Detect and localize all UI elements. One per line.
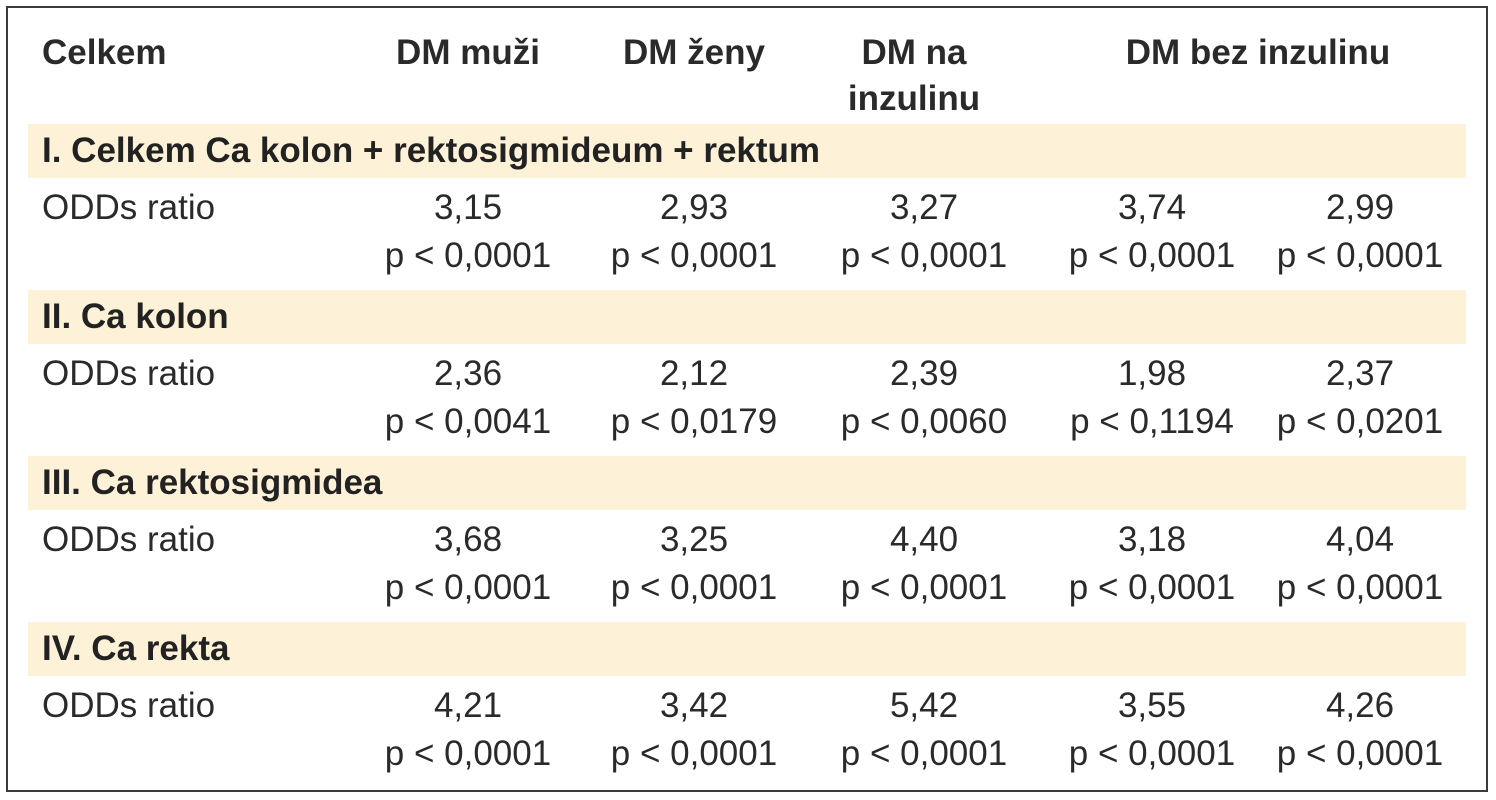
odds-value: 2,39 — [889, 354, 959, 393]
header-dm-muzi: DM muži — [396, 33, 540, 72]
p-value: p < 0,0001 — [840, 568, 1008, 607]
odds-value: 3,15 — [433, 188, 503, 227]
odds-value: 3,68 — [433, 520, 503, 559]
p-value: p < 0,0001 — [840, 236, 1008, 275]
p-value: p < 0,0001 — [840, 734, 1008, 773]
p-value: p < 0,0001 — [610, 734, 778, 773]
p-value: p < 0,0001 — [1276, 236, 1444, 275]
section-title: IV. Ca rekta — [28, 622, 1466, 676]
p-value: p < 0,0001 — [1068, 734, 1236, 773]
row-label: ODDs ratio — [42, 354, 216, 393]
p-value: p < 0,0041 — [384, 402, 552, 441]
row-label: ODDs ratio — [42, 686, 216, 725]
p-value: p < 0,0001 — [1068, 236, 1236, 275]
odds-value: 2,99 — [1325, 188, 1395, 227]
odds-ratio-table: Celkem DM muži DM ženy DM na inzulinu DM… — [6, 6, 1488, 792]
table-header: Celkem DM muži DM ženy DM na inzulinu DM… — [28, 22, 1466, 124]
odds-value: 2,36 — [433, 354, 503, 393]
p-value: p < 0,0001 — [1276, 734, 1444, 773]
odds-value: 3,25 — [659, 520, 729, 559]
p-value: p < 0,0001 — [610, 236, 778, 275]
odds-value: 3,42 — [659, 686, 729, 725]
p-value: p < 0,1194 — [1070, 402, 1234, 441]
section-title: II. Ca kolon — [28, 290, 1466, 344]
odds-value: 3,27 — [889, 188, 959, 227]
odds-value: 3,18 — [1117, 520, 1187, 559]
odds-value: 3,74 — [1117, 188, 1187, 227]
odds-value: 4,40 — [889, 520, 959, 559]
header-celkem: Celkem — [42, 33, 167, 72]
p-value: p < 0,0001 — [1276, 568, 1444, 607]
odds-value: 1,98 — [1117, 354, 1187, 393]
odds-value: 2,37 — [1325, 354, 1395, 393]
p-value: p < 0,0001 — [1068, 568, 1236, 607]
odds-value: 3,55 — [1117, 686, 1187, 725]
p-value: p < 0,0001 — [384, 568, 552, 607]
header-dm-na-line1: DM na — [861, 33, 967, 72]
section-title: I. Celkem Ca kolon + rektosigmideum + re… — [28, 124, 1466, 178]
header-dm-zeny: DM ženy — [623, 33, 765, 72]
odds-value: 4,26 — [1325, 686, 1395, 725]
odds-value: 4,21 — [433, 686, 503, 725]
section-title: III. Ca rektosigmidea — [28, 456, 1466, 510]
p-value: p < 0,0201 — [1276, 402, 1444, 441]
odds-value: 4,04 — [1325, 520, 1395, 559]
odds-value: 2,93 — [659, 188, 729, 227]
p-value: p < 0,0001 — [610, 568, 778, 607]
header-dm-na-line2: inzulinu — [847, 79, 981, 118]
p-value: p < 0,0001 — [384, 236, 552, 275]
odds-value: 5,42 — [889, 686, 959, 725]
p-value: p < 0,0179 — [610, 402, 778, 441]
header-dm-bez-inzulinu: DM bez inzulinu — [1125, 33, 1391, 72]
table-row: ODDs ratio 4,21 3,42 5,42 3,55 4,26 p < … — [28, 676, 1466, 784]
table-row: ODDs ratio 2,36 2,12 2,39 1,98 2,37 p < … — [28, 344, 1466, 452]
p-value: p < 0,0001 — [384, 734, 552, 773]
table-row: ODDs ratio 3,68 3,25 4,40 3,18 4,04 p < … — [28, 510, 1466, 618]
row-label: ODDs ratio — [42, 520, 216, 559]
header-dm-na-inzulinu: DM na inzulinu — [804, 30, 1024, 122]
odds-value: 2,12 — [659, 354, 729, 393]
p-value: p < 0,0060 — [840, 402, 1008, 441]
table-row: ODDs ratio 3,15 2,93 3,27 3,74 2,99 p < … — [28, 178, 1466, 286]
row-label: ODDs ratio — [42, 188, 216, 227]
